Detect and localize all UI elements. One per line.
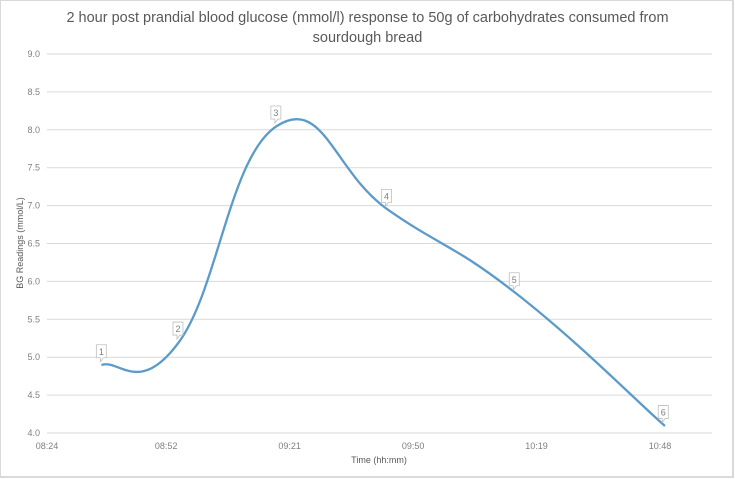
y-tick-label: 6.5 [27, 239, 40, 249]
chart-title-line-1: 2 hour post prandial blood glucose (mmol… [66, 10, 669, 26]
x-tick-label: 09:50 [402, 441, 425, 451]
data-label: 2 [175, 324, 180, 334]
x-tick-label: 10:48 [649, 441, 672, 451]
y-tick-label: 8.5 [27, 87, 40, 97]
x-tick-label: 08:24 [36, 441, 59, 451]
data-label: 1 [99, 347, 104, 357]
data-label-callout [95, 344, 107, 363]
data-label-callout [172, 321, 184, 341]
y-tick-label: 8.0 [27, 125, 40, 135]
data-label: 3 [273, 108, 278, 118]
chart-title-line-2: sourdough bread [312, 30, 423, 46]
y-tick-label: 9.0 [27, 49, 40, 59]
y-axis-title: BG Readings (mmol/L) [15, 197, 25, 289]
data-label-callout [508, 272, 520, 291]
y-tick-label: 5.5 [27, 314, 40, 324]
x-tick-label: 08:52 [155, 441, 178, 451]
x-tick-label: 10:19 [525, 441, 548, 451]
y-tick-label: 7.5 [27, 163, 40, 173]
x-tick-label: 09:21 [278, 441, 301, 451]
chart-title: 2 hour post prandial blood glucose (mmol… [0, 8, 735, 48]
y-tick-label: 4.0 [27, 428, 40, 438]
y-tick-label: 7.0 [27, 201, 40, 211]
y-tick-label: 4.5 [27, 390, 40, 400]
data-line [101, 118, 666, 427]
x-axis-title: Time (hh:mm) [351, 455, 407, 465]
data-label: 6 [661, 407, 666, 417]
y-tick-label: 5.0 [27, 352, 40, 362]
y-tick-label: 6.0 [27, 276, 40, 286]
data-label-callout [270, 105, 282, 125]
data-label-callout [381, 188, 392, 208]
data-label: 5 [512, 275, 517, 285]
data-label: 4 [384, 191, 389, 201]
data-label-callout [657, 405, 669, 424]
